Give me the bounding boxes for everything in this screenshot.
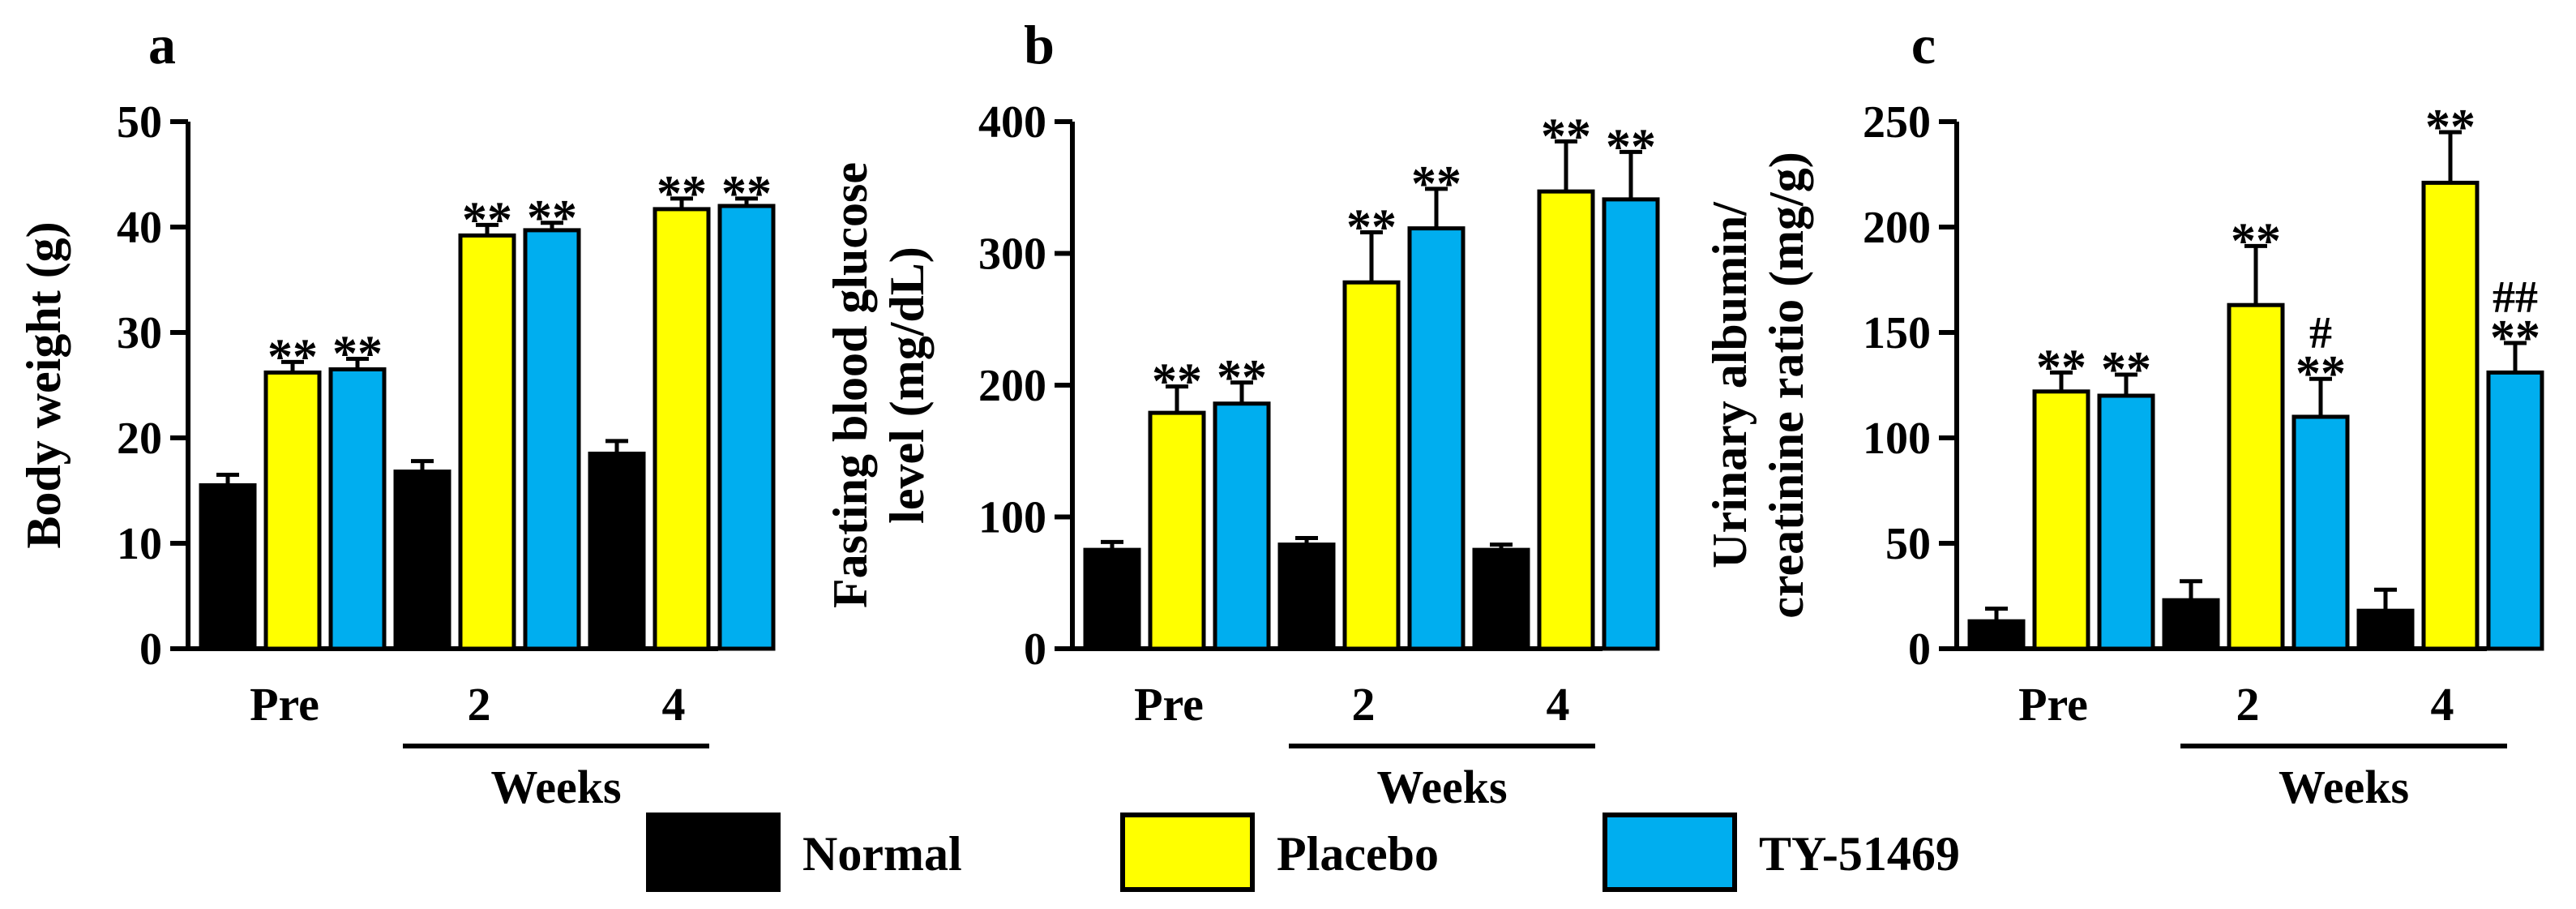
legend-swatch-normal <box>646 813 781 892</box>
x-tick-label: 4 <box>662 678 686 731</box>
bar-placebo <box>2032 389 2090 651</box>
bar-ty-51469 <box>1213 401 1271 651</box>
significance-label: ** <box>1152 354 1202 409</box>
panel-letter: b <box>1024 14 1055 75</box>
legend-swatch-placebo <box>1120 813 1255 892</box>
y-axis-label: Urinary albumin/ <box>1703 201 1757 568</box>
legend-label: Placebo <box>1277 827 1439 881</box>
y-tick-label: 100 <box>1863 414 1931 464</box>
bar-placebo <box>653 207 711 651</box>
bar-placebo <box>458 233 516 651</box>
bar-placebo <box>263 370 322 651</box>
panel-c: c Urinary albumin/creatinine ratio (mg/g)… <box>1703 14 2544 813</box>
x-tick-label: 2 <box>468 678 491 731</box>
y-axis-label: Fasting blood glucose <box>824 162 877 608</box>
bar-placebo <box>1148 410 1206 651</box>
legend-label: Normal <box>802 827 962 881</box>
y-tick-label: 50 <box>1885 519 1931 569</box>
bar-ty-51469 <box>2097 393 2155 651</box>
bar-normal <box>1967 619 2026 651</box>
significance-label: ** <box>1606 119 1656 174</box>
significance-label: ** <box>1346 200 1397 255</box>
bar-ty-51469 <box>1407 226 1466 651</box>
y-axis-label: Body weight (g) <box>17 221 71 548</box>
bar-ty-51469 <box>328 367 387 651</box>
y-tick-label: 0 <box>139 624 162 675</box>
x-tick-label: Pre <box>1134 678 1204 731</box>
significance-label-hash: ## <box>2493 272 2538 323</box>
bar-placebo <box>2421 180 2480 651</box>
significance-label: ** <box>1411 157 1461 212</box>
significance-label: ** <box>267 329 318 384</box>
bar-normal <box>1083 547 1141 651</box>
y-tick-label: 0 <box>1024 624 1046 675</box>
bar-normal <box>1277 542 1336 651</box>
significance-label: ** <box>2101 342 2151 397</box>
bar-placebo <box>2227 302 2285 651</box>
legend: Normal Placebo TY-51469 <box>646 813 1960 892</box>
x-tick-label: 4 <box>2431 678 2454 731</box>
x-axis-label: Weeks <box>2279 761 2409 813</box>
legend-swatch-ty-51469 <box>1603 813 1737 892</box>
significance-label: ** <box>2296 346 2346 401</box>
significance-label: ** <box>1217 350 1267 405</box>
x-axis-label: Weeks <box>490 761 621 813</box>
significance-label: ** <box>2231 213 2281 268</box>
y-tick-label: 250 <box>1863 97 1931 148</box>
significance-label: ** <box>2490 311 2540 366</box>
significance-label: ** <box>657 166 707 221</box>
bar-placebo <box>1537 189 1595 651</box>
bar-ty-51469 <box>1602 197 1660 651</box>
bar-ty-51469 <box>2486 370 2544 651</box>
significance-label: ** <box>462 192 512 247</box>
significance-label: ** <box>2425 100 2475 155</box>
y-tick-label: 400 <box>978 97 1046 148</box>
significance-label: ** <box>527 191 577 246</box>
x-tick-label: 4 <box>1547 678 1570 731</box>
panel-letter: a <box>148 14 176 75</box>
y-tick-label: 100 <box>978 493 1046 543</box>
x-tick-label: Pre <box>2018 678 2088 731</box>
x-tick-label: Pre <box>250 678 319 731</box>
bar-normal <box>199 483 257 651</box>
y-tick-label: 200 <box>1863 203 1931 253</box>
y-axis-label: creatinine ratio (mg/g) <box>1760 152 1813 618</box>
bar-ty-51469 <box>523 228 581 651</box>
significance-label: ** <box>2036 340 2086 395</box>
panel-letter: c <box>1911 14 1936 75</box>
significance-label: ** <box>721 166 772 221</box>
y-tick-label: 300 <box>978 229 1046 280</box>
y-tick-label: 150 <box>1863 308 1931 358</box>
bar-normal <box>2356 608 2415 651</box>
significance-label: ** <box>332 327 383 382</box>
x-tick-label: 2 <box>1352 678 1376 731</box>
x-tick-label: 2 <box>2236 678 2260 731</box>
significance-label-hash: # <box>2309 308 2332 358</box>
y-tick-label: 30 <box>117 308 162 358</box>
bar-placebo <box>1342 280 1401 651</box>
y-tick-label: 50 <box>117 97 162 148</box>
x-axis-label: Weeks <box>1376 761 1507 813</box>
bar-ty-51469 <box>2291 414 2350 651</box>
y-tick-label: 200 <box>978 361 1046 411</box>
significance-label: ** <box>1541 109 1591 164</box>
bar-normal <box>588 452 646 651</box>
y-tick-label: 20 <box>117 414 162 464</box>
panel-b: b Fasting blood glucose level (mg/dL) 0 100 2… <box>824 14 1660 813</box>
y-tick-label: 10 <box>117 519 162 569</box>
legend-label: TY-51469 <box>1759 827 1960 881</box>
bar-normal <box>2162 598 2220 651</box>
y-axis-label: level (mg/dL) <box>880 247 934 524</box>
bar-ty-51469 <box>717 204 776 651</box>
y-tick-label: 0 <box>1908 624 1931 675</box>
bar-normal <box>1472 547 1530 651</box>
panel-a: a Body weight (g) 0 10 20 30 40 50 Pre 2 4 ** ** ** **… <box>17 14 776 813</box>
y-tick-label: 40 <box>117 203 162 253</box>
bar-normal <box>393 470 451 651</box>
